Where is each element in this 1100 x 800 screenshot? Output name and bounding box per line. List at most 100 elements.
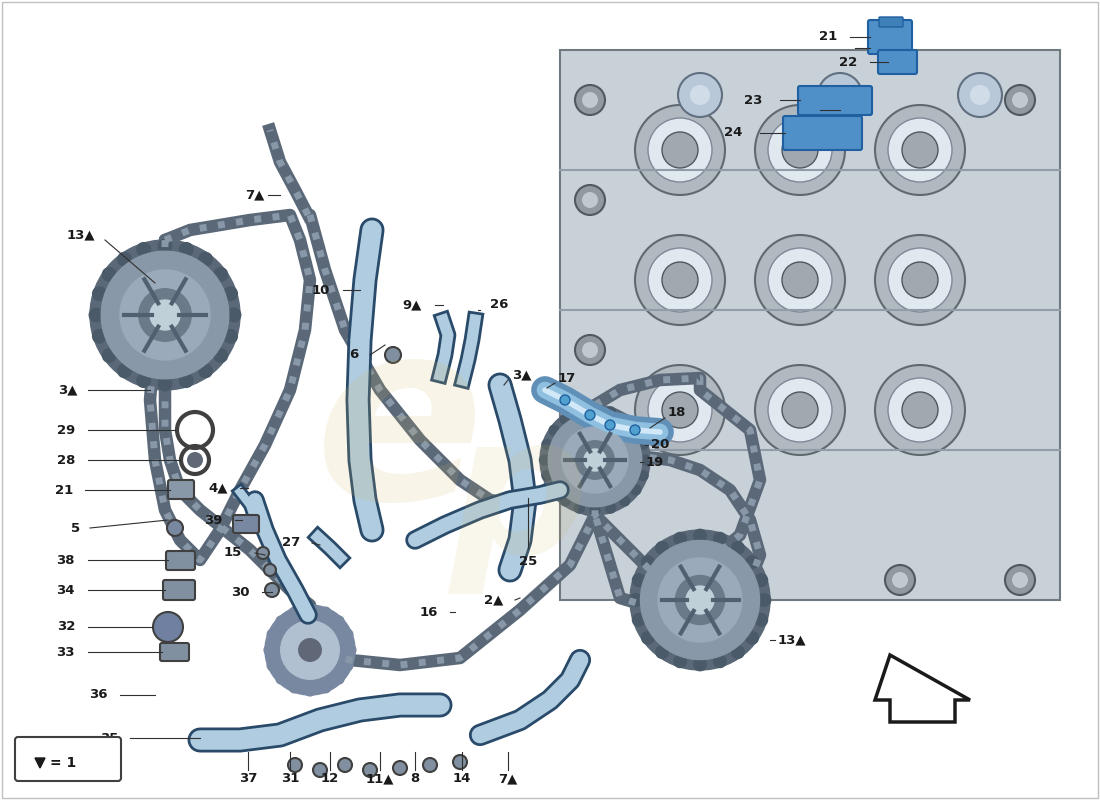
Text: 10: 10: [311, 283, 330, 297]
Circle shape: [606, 407, 616, 417]
Text: 12: 12: [321, 772, 339, 785]
Circle shape: [101, 251, 229, 378]
Circle shape: [638, 470, 648, 481]
Circle shape: [575, 85, 605, 115]
Text: 29: 29: [57, 423, 75, 437]
Circle shape: [648, 248, 712, 312]
Circle shape: [1012, 572, 1028, 588]
Circle shape: [158, 239, 172, 253]
FancyBboxPatch shape: [168, 480, 194, 499]
Circle shape: [874, 365, 965, 455]
Text: 28: 28: [56, 454, 75, 466]
Circle shape: [1012, 92, 1028, 108]
Circle shape: [714, 655, 726, 667]
Circle shape: [641, 631, 654, 644]
Circle shape: [714, 533, 726, 545]
Text: 9▲: 9▲: [403, 298, 422, 311]
Circle shape: [830, 85, 850, 105]
Text: 13▲: 13▲: [778, 634, 806, 646]
Circle shape: [635, 365, 725, 455]
Polygon shape: [874, 655, 970, 722]
Circle shape: [363, 763, 377, 777]
Text: 23: 23: [744, 94, 762, 106]
Circle shape: [574, 503, 584, 513]
Circle shape: [630, 530, 770, 670]
Circle shape: [686, 586, 714, 614]
Text: 7▲: 7▲: [498, 772, 518, 785]
Circle shape: [267, 660, 278, 671]
Text: 13▲: 13▲: [66, 229, 95, 242]
Circle shape: [1005, 85, 1035, 115]
Circle shape: [453, 755, 468, 769]
Circle shape: [214, 268, 228, 281]
Circle shape: [674, 655, 686, 667]
Circle shape: [575, 335, 605, 365]
Circle shape: [118, 253, 131, 266]
Circle shape: [690, 85, 710, 105]
Circle shape: [542, 439, 552, 450]
Circle shape: [153, 612, 183, 642]
Circle shape: [746, 631, 758, 644]
Text: 36: 36: [89, 689, 108, 702]
Circle shape: [575, 185, 605, 215]
Circle shape: [333, 616, 344, 626]
Circle shape: [648, 118, 712, 182]
Circle shape: [562, 427, 628, 493]
Circle shape: [662, 262, 698, 298]
Text: 39: 39: [204, 514, 222, 526]
Circle shape: [635, 235, 725, 325]
Circle shape: [314, 763, 327, 777]
Text: 35: 35: [100, 731, 118, 745]
Circle shape: [892, 572, 907, 588]
FancyBboxPatch shape: [798, 86, 872, 115]
Circle shape: [755, 235, 845, 325]
Circle shape: [631, 485, 641, 494]
Circle shape: [888, 378, 952, 442]
Text: 22: 22: [838, 55, 857, 69]
FancyBboxPatch shape: [783, 116, 862, 150]
Circle shape: [265, 583, 279, 597]
Text: 31: 31: [280, 772, 299, 785]
Circle shape: [92, 287, 106, 301]
Text: e: e: [316, 309, 485, 551]
FancyBboxPatch shape: [15, 737, 121, 781]
Circle shape: [755, 365, 845, 455]
Circle shape: [958, 73, 1002, 117]
Circle shape: [582, 342, 598, 358]
Circle shape: [288, 758, 302, 772]
Circle shape: [548, 414, 641, 506]
Circle shape: [768, 118, 832, 182]
Circle shape: [276, 616, 287, 626]
Circle shape: [540, 405, 650, 515]
Text: 3▲: 3▲: [58, 383, 78, 397]
Circle shape: [224, 287, 238, 301]
Circle shape: [320, 682, 331, 693]
Circle shape: [320, 607, 331, 618]
Circle shape: [782, 132, 818, 168]
Circle shape: [590, 506, 600, 515]
Circle shape: [299, 638, 321, 662]
Circle shape: [214, 349, 228, 362]
Text: 15: 15: [223, 546, 242, 559]
Circle shape: [648, 378, 712, 442]
Circle shape: [590, 405, 600, 414]
Circle shape: [582, 92, 598, 108]
Circle shape: [874, 105, 965, 195]
Circle shape: [755, 614, 768, 626]
FancyBboxPatch shape: [868, 20, 912, 54]
Circle shape: [640, 541, 759, 659]
Text: 2▲: 2▲: [484, 594, 503, 606]
Circle shape: [385, 347, 402, 363]
Circle shape: [187, 452, 204, 468]
Circle shape: [289, 682, 300, 693]
Circle shape: [619, 414, 629, 424]
Circle shape: [732, 646, 745, 658]
Text: 21: 21: [818, 30, 837, 43]
Text: p: p: [450, 406, 590, 594]
Text: 21: 21: [55, 483, 73, 497]
FancyBboxPatch shape: [160, 643, 189, 661]
Circle shape: [179, 242, 194, 256]
Circle shape: [424, 758, 437, 772]
Text: 4▲: 4▲: [209, 482, 228, 494]
Text: 25: 25: [519, 555, 537, 568]
